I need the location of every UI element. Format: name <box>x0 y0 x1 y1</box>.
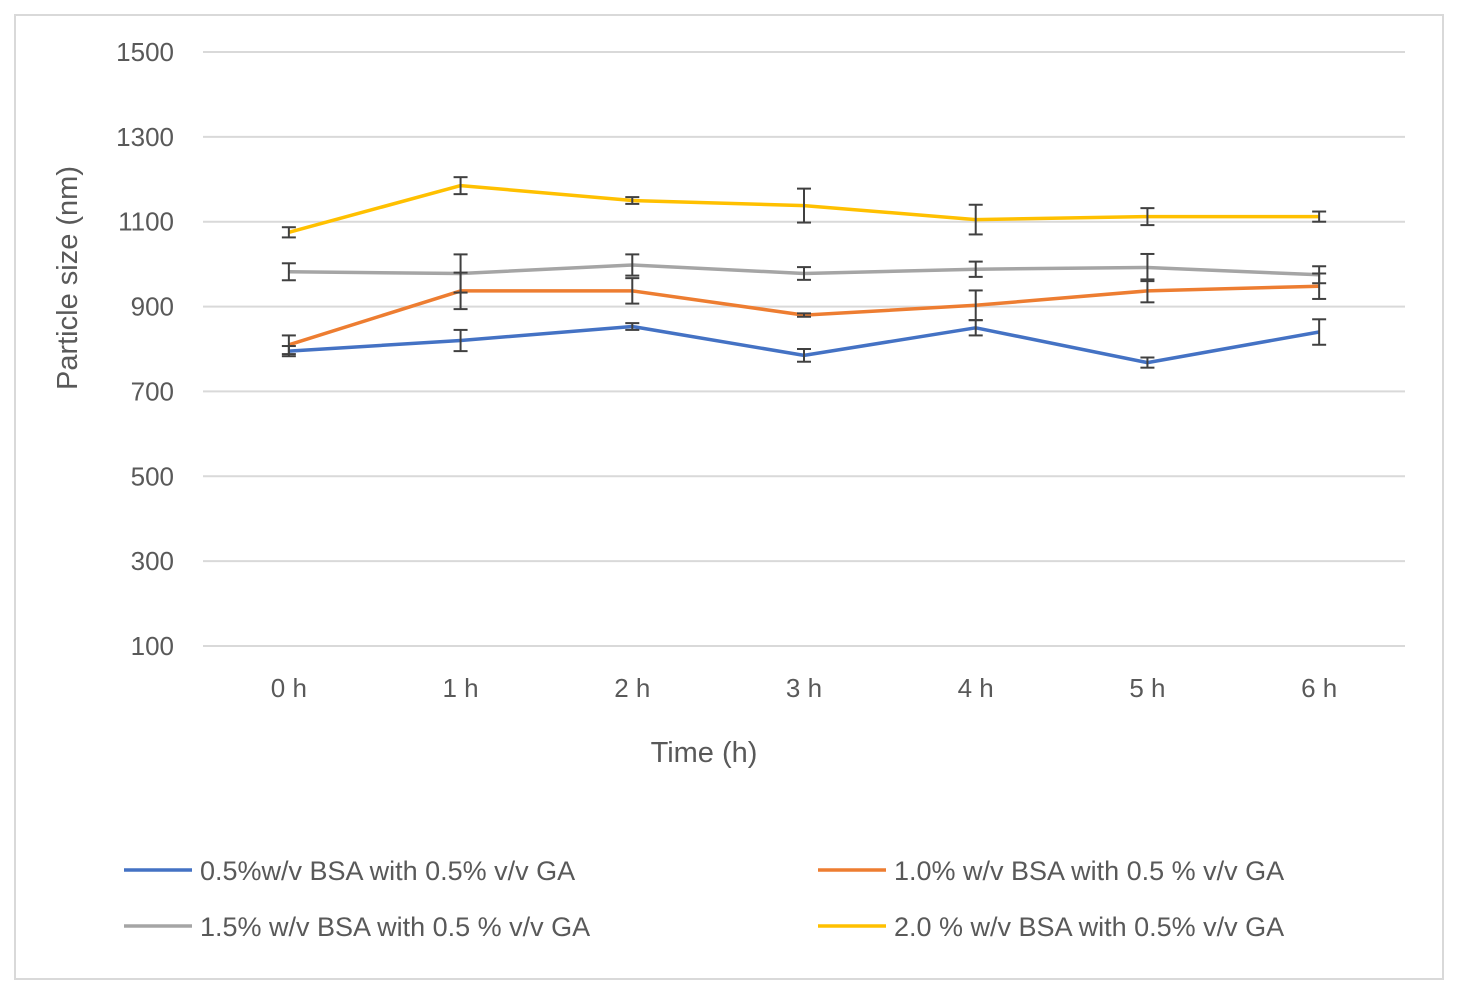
error-bar <box>281 226 296 239</box>
error-bar <box>281 262 296 282</box>
x-tick-label: 3 h <box>786 673 822 703</box>
chart-frame <box>14 14 1444 980</box>
legend-item: 2.0 % w/v BSA with 0.5% v/v GA <box>818 912 1284 942</box>
error-bar <box>1312 318 1327 346</box>
error-bar <box>797 312 811 318</box>
y-tick-label: 300 <box>131 546 174 576</box>
legend: 0.5%w/v BSA with 0.5% v/v GA 1.0% w/v BSA… <box>124 856 1284 942</box>
error-bar <box>625 322 640 331</box>
error-bar <box>1312 210 1327 223</box>
y-axis-title: Particle size (nm) <box>52 166 84 390</box>
y-tick-label: 700 <box>131 376 174 406</box>
error-bar <box>797 187 811 224</box>
legend-label: 1.0% w/v BSA with 0.5 % v/v GA <box>894 856 1284 886</box>
legend-item: 1.5% w/v BSA with 0.5 % v/v GA <box>124 912 590 942</box>
error-bar <box>281 334 296 356</box>
error-bar <box>625 196 640 205</box>
error-bar <box>453 328 468 353</box>
error-bars <box>281 176 1327 369</box>
x-tick-label: 0 h <box>271 673 307 703</box>
error-bar <box>453 253 468 294</box>
error-bar <box>1140 356 1155 369</box>
x-tick-label: 6 h <box>1301 673 1337 703</box>
error-bar <box>625 277 640 305</box>
x-tick-label: 2 h <box>614 673 650 703</box>
error-bar <box>1140 207 1155 227</box>
legend-label: 2.0 % w/v BSA with 0.5% v/v GA <box>894 912 1284 942</box>
error-bar <box>797 266 811 281</box>
error-bar <box>1140 252 1155 283</box>
error-bar <box>968 289 983 322</box>
x-axis-ticks: 0 h 1 h 2 h 3 h 4 h 5 h 6 h <box>271 673 1337 703</box>
legend-label: 0.5%w/v BSA with 0.5% v/v GA <box>200 856 575 886</box>
y-tick-label: 1500 <box>116 37 174 67</box>
y-tick-label: 1100 <box>118 207 174 237</box>
y-tick-label: 1300 <box>116 122 174 152</box>
x-tick-label: 4 h <box>958 673 994 703</box>
y-tick-label: 500 <box>131 461 174 491</box>
error-bar <box>968 203 983 236</box>
y-axis-ticks: 100 300 500 700 900 1100 1300 1500 <box>116 37 174 661</box>
x-axis-title: Time (h) <box>651 737 758 769</box>
legend-item: 1.0% w/v BSA with 0.5 % v/v GA <box>818 856 1284 886</box>
error-bar <box>968 260 983 278</box>
legend-item: 0.5%w/v BSA with 0.5% v/v GA <box>124 856 575 886</box>
error-bar <box>1312 265 1327 285</box>
y-tick-label: 900 <box>131 292 174 322</box>
error-bar <box>453 176 468 196</box>
y-tick-label: 100 <box>131 631 174 661</box>
x-tick-label: 1 h <box>442 673 478 703</box>
x-tick-label: 5 h <box>1129 673 1165 703</box>
error-bar <box>797 348 811 363</box>
legend-label: 1.5% w/v BSA with 0.5 % v/v GA <box>200 912 590 942</box>
error-bar <box>625 253 640 277</box>
